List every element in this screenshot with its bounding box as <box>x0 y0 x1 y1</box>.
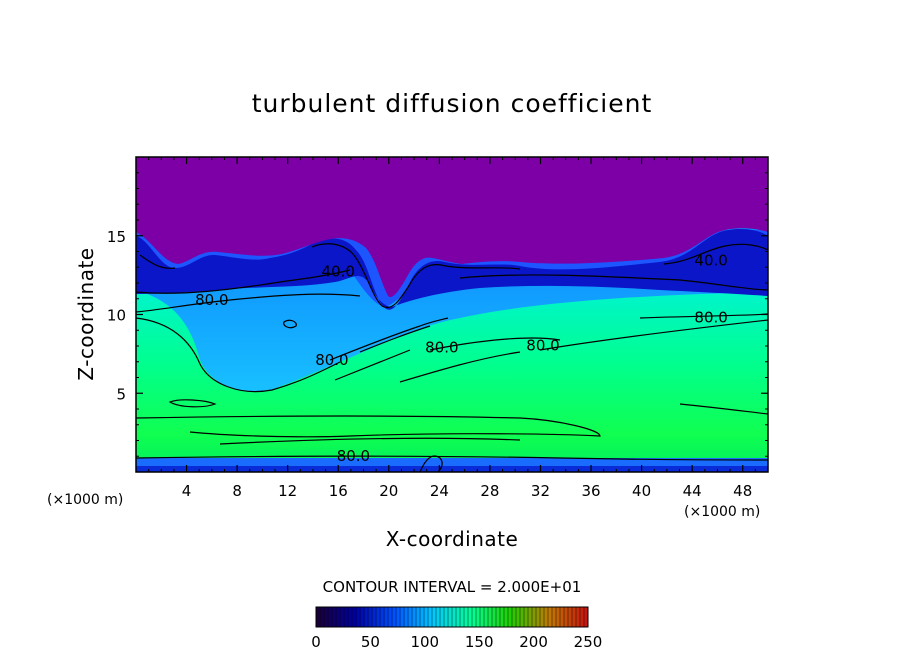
contour-label: 40.0 <box>694 252 727 270</box>
x-tick-label: 20 <box>379 482 398 500</box>
colorbar-tick-label: 250 <box>574 633 603 651</box>
contour-label: 80.0 <box>526 337 559 355</box>
x-axis-unit: (×1000 m) <box>684 504 760 520</box>
y-axis: 5 10 15 <box>107 172 768 457</box>
x-tick-label: 16 <box>329 482 348 500</box>
contour-label-layer: 80.0 40.0 40.0 80.0 80.0 80.0 80.0 80.0 <box>195 252 728 465</box>
colorbar-tick-label: 0 <box>311 633 321 651</box>
x-tick-label: 12 <box>278 482 297 500</box>
colorbar-tick-label: 50 <box>361 633 380 651</box>
x-tick-label: 24 <box>430 482 449 500</box>
deep-blue-layer <box>136 229 768 310</box>
y-tick-label: 5 <box>116 385 126 403</box>
x-tick-label: 40 <box>632 482 651 500</box>
colorbar-ticks: 0 50 100 150 200 250 <box>311 633 602 651</box>
contour-label: 80.0 <box>694 308 727 326</box>
contour-label: 80.0 <box>195 291 228 309</box>
x-tick-label: 4 <box>182 482 192 500</box>
x-tick-label: 8 <box>232 482 242 500</box>
contour-lines <box>136 243 768 472</box>
x-tick-label: 36 <box>581 482 600 500</box>
contour-label: 80.0 <box>315 351 348 369</box>
x-axis-label: X-coordinate <box>386 527 519 551</box>
plot-area <box>136 157 768 472</box>
colorbar: 0 50 100 150 200 250 <box>311 606 602 651</box>
y-tick-label: 10 <box>107 307 126 325</box>
y-axis-label: Z-coordinate <box>74 247 98 380</box>
contour-label: 40.0 <box>322 263 355 281</box>
y-tick-label: 15 <box>107 228 126 246</box>
y-axis-unit: (×1000 m) <box>47 492 123 508</box>
purple-top-layer <box>136 157 768 298</box>
x-tick-label: 44 <box>683 482 702 500</box>
colorbar-tick-label: 150 <box>465 633 494 651</box>
colorbar-tick-label: 100 <box>410 633 439 651</box>
chart-title: turbulent diffusion coefficient <box>252 89 653 118</box>
contour-label: 80.0 <box>337 447 370 465</box>
x-tick-label: 28 <box>480 482 499 500</box>
contour-label: 80.0 <box>425 338 458 356</box>
contour-interval-note: CONTOUR INTERVAL = 2.000E+01 <box>323 578 582 596</box>
x-tick-label: 32 <box>531 482 550 500</box>
x-tick-label: 48 <box>733 482 752 500</box>
colorbar-tick-label: 200 <box>519 633 548 651</box>
colorbar-stripes <box>319 607 585 627</box>
x-axis: 4 8 12 16 20 24 28 32 36 40 44 48 <box>148 157 756 500</box>
